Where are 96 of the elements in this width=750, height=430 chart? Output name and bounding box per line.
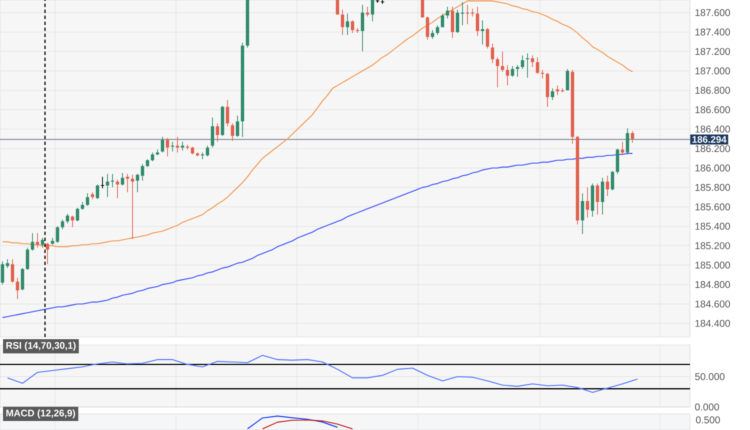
candlestick — [506, 64, 510, 86]
candlestick — [100, 176, 105, 189]
candlestick — [480, 20, 484, 46]
candlestick — [26, 247, 30, 270]
y-tick-label: 187.600 — [695, 9, 730, 16]
candlestick — [106, 173, 110, 198]
y-tick-label: 186.800 — [695, 86, 730, 94]
y-tick-label: 186.200 — [695, 145, 730, 152]
candlestick — [116, 179, 120, 199]
candlestick — [436, 24, 440, 36]
candlestick — [450, 6, 454, 38]
candlestick — [446, 6, 450, 19]
chart-title: MACD (12,26,9) — [6, 409, 76, 418]
candlestick — [130, 174, 134, 240]
candlestick — [460, 2, 464, 26]
candlestick — [426, 16, 430, 40]
y-tick-label: 185.200 — [695, 242, 730, 250]
candlestick — [490, 43, 494, 64]
y-tick-label: 185.800 — [695, 184, 730, 191]
y-tick-label: 186.600 — [695, 106, 730, 114]
candlestick — [356, 28, 360, 34]
y-tick-label: 186.400 — [695, 126, 730, 133]
candlestick — [586, 187, 590, 218]
candlestick — [380, 0, 385, 4]
candlestick — [206, 145, 210, 157]
candlestick — [176, 136, 180, 153]
candlestick — [336, 0, 340, 15]
candlestick — [76, 207, 80, 222]
candlestick — [86, 192, 90, 206]
candlestick — [70, 215, 74, 228]
candlestick — [556, 85, 560, 96]
line-series — [6, 354, 638, 393]
y-tick-label: 50.000 — [695, 373, 724, 380]
candlestick — [520, 54, 524, 70]
y-tick-label: 187.400 — [695, 28, 730, 36]
candlestick — [360, 4, 364, 52]
y-tick-label: 187.000 — [695, 67, 730, 74]
candlestick — [516, 64, 520, 78]
candlestick — [200, 152, 204, 160]
text: 0.500 — [696, 416, 720, 424]
candlestick — [370, 0, 374, 22]
ref-line-label: 186.294 — [692, 136, 727, 143]
candlestick — [560, 88, 564, 93]
y-tick-label: 184.800 — [695, 281, 730, 288]
candlestick — [440, 13, 444, 28]
candlestick — [610, 170, 614, 191]
chart-title: RSI (14,70,30,1) — [6, 342, 76, 351]
candlestick — [630, 130, 634, 144]
y-tick-label: 184.600 — [695, 300, 730, 308]
candlestick — [375, 0, 380, 4]
y-tick-label: 185.400 — [695, 222, 730, 230]
candlestick — [606, 175, 610, 197]
candlestick — [536, 56, 540, 74]
candlestick — [486, 28, 490, 49]
y-tick-label: 185.000 — [695, 262, 730, 269]
candlestick — [580, 192, 584, 234]
candlestick — [496, 56, 500, 88]
y-tick-label: 0.000 — [695, 403, 720, 410]
candlestick — [140, 164, 144, 182]
y-tick-label: 185.600 — [695, 203, 730, 210]
candlestick — [0, 260, 4, 285]
candlestick — [470, 8, 474, 17]
candlestick — [56, 226, 60, 244]
candlestick — [366, 6, 370, 17]
candlestick — [160, 136, 164, 153]
candlestick — [466, 4, 470, 25]
candlestick — [600, 177, 604, 216]
candlestick — [60, 219, 64, 230]
candlestick — [456, 9, 460, 34]
candlestick — [120, 172, 124, 186]
candlestick — [500, 51, 504, 72]
candlestick — [420, 0, 424, 18]
candlestick — [236, 115, 240, 138]
candlestick — [186, 144, 190, 150]
candlestick — [566, 68, 570, 91]
candlestick — [340, 9, 344, 36]
candlestick — [16, 277, 20, 300]
candlestick — [20, 268, 24, 291]
candlestick — [66, 213, 70, 224]
candlestick — [96, 184, 100, 200]
candlestick — [546, 72, 550, 108]
candlestick — [540, 70, 544, 80]
candlestick — [626, 128, 630, 155]
y-tick-label: 186.000 — [695, 164, 730, 172]
candlestick — [170, 141, 174, 152]
candlestick — [620, 141, 624, 155]
candlestick — [10, 258, 14, 284]
candlestick — [596, 183, 600, 216]
y-tick-label: 187.200 — [695, 48, 730, 55]
candlestick — [476, 6, 480, 36]
candlestick — [110, 173, 114, 188]
y-tick-label: 184.400 — [695, 320, 730, 327]
candlestick — [510, 66, 514, 78]
candlestick — [226, 100, 230, 127]
candlestick — [180, 141, 184, 151]
candlestick — [616, 148, 620, 174]
